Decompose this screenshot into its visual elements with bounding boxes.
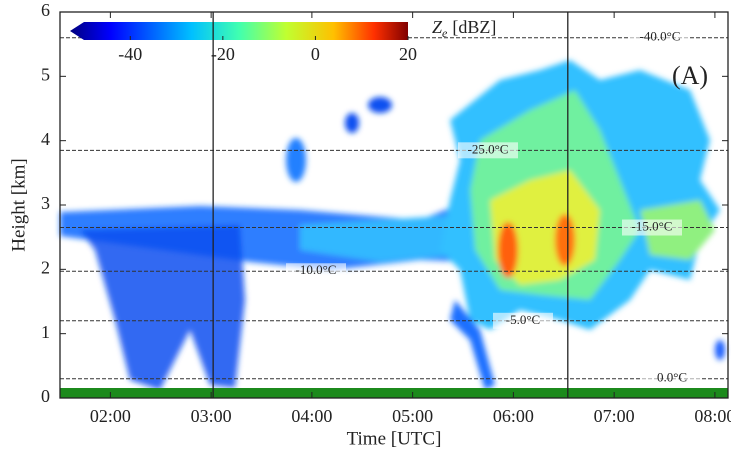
- isotherm-label: -40.0°C: [640, 29, 681, 44]
- x-axis-label: Time [UTC]: [347, 428, 442, 449]
- panel-annotation: (A): [672, 61, 708, 90]
- colorbar-symbol: Z: [432, 17, 443, 37]
- colorbar-tick-label: 0: [311, 44, 320, 64]
- y-tick-label: 0: [41, 386, 50, 406]
- isotherm-label: -15.0°C: [632, 219, 673, 234]
- isotherm-label: -5.0°C: [506, 312, 540, 327]
- x-tick-label: 04:00: [291, 406, 332, 426]
- isotherm-label: -10.0°C: [296, 262, 337, 277]
- isotherm-label-bg: [622, 219, 682, 236]
- colorbar-subscript: e: [442, 26, 448, 40]
- colorbar-tick-label: 20: [399, 44, 417, 64]
- colorbar-tick-label: -40: [118, 44, 142, 64]
- y-axis-label: Height [km]: [8, 158, 29, 251]
- ground: [60, 388, 728, 398]
- y-tick-label: 5: [41, 64, 50, 84]
- y-tick-label: 6: [41, 0, 50, 20]
- colorbar-label: Ze [dBZ]: [432, 17, 496, 40]
- isotherm-label: 0.0°C: [657, 370, 687, 385]
- y-tick-label: 4: [41, 129, 50, 149]
- y-tick-label: 3: [41, 193, 50, 213]
- reflectivity-field: [60, 60, 725, 390]
- colorbar-unit: [dBZ]: [452, 17, 496, 37]
- colorbar: [70, 22, 408, 40]
- isotherm-label: -25.0°C: [468, 141, 509, 156]
- colorbar-tick-label: -20: [211, 44, 235, 64]
- x-tick-label: 02:00: [90, 406, 131, 426]
- x-tick-label: 07:00: [594, 406, 635, 426]
- isotherm-label-bg: [493, 312, 553, 329]
- isotherm-label-bg: [630, 29, 690, 46]
- y-tick-label: 2: [41, 257, 50, 277]
- isotherm-label-bg: [286, 263, 346, 280]
- x-tick-label: 05:00: [392, 406, 433, 426]
- x-tick-label: 08:00: [694, 406, 731, 426]
- x-tick-label: 03:00: [191, 406, 232, 426]
- isotherm-label-bg: [458, 142, 518, 159]
- isotherm-label-bg: [642, 370, 702, 387]
- x-tick-label: 06:00: [493, 406, 534, 426]
- y-tick-label: 1: [41, 322, 50, 342]
